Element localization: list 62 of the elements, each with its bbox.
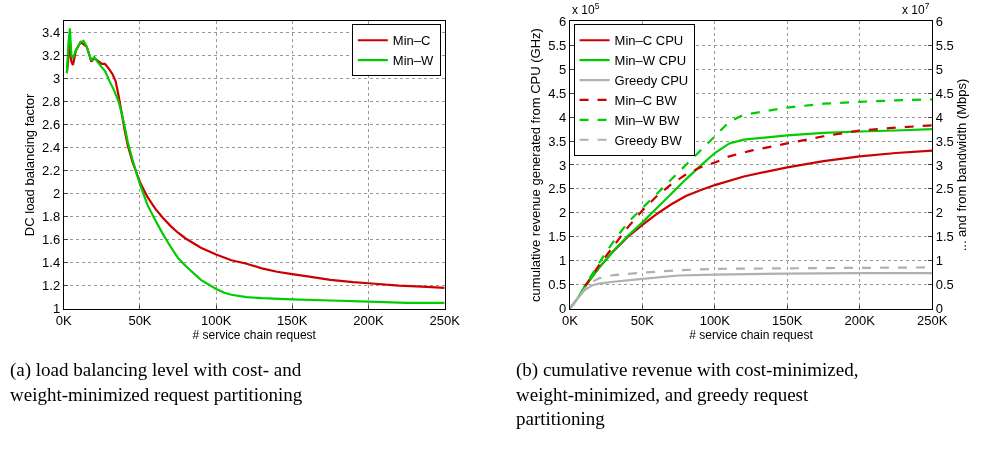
y2-tick-label: 4.5 (935, 85, 954, 101)
y-tick-label: 1.8 (42, 209, 61, 225)
y2-tick-label: 1 (935, 253, 944, 269)
y-tick-label: 6 (559, 13, 567, 29)
legend-label: Greedy CPU (614, 73, 689, 89)
y-tick-label: 2 (559, 205, 567, 221)
y-tick-label: 2.5 (548, 181, 567, 197)
legend-label: Greedy BW (614, 132, 683, 148)
y2-tick-label: 0.5 (935, 277, 954, 293)
x-tick-label: 100K (699, 313, 731, 329)
text: (a) load balancing level with cost- and weight-minimized request partitioning (10, 359, 303, 405)
x-tick-label: 250K (429, 313, 461, 329)
y2-tick-label: 2 (935, 205, 944, 221)
y-tick-label: 3 (52, 71, 61, 87)
y-tick-label: 5.5 (548, 37, 567, 53)
x-tick-label: 150K (772, 313, 803, 329)
legend-label: Min–C BW (614, 93, 678, 109)
y-tick-label: 3.4 (42, 25, 61, 41)
legend-label: Min–C (392, 33, 431, 49)
y-axis-title: cumulative revenue generated from CPU (GHz) (528, 28, 544, 302)
y-tick-label: 1 (559, 253, 567, 269)
legend-label: Min–C CPU (614, 33, 684, 49)
y2-tick-label: 3 (935, 157, 944, 173)
y-tick-label: 2.4 (42, 140, 61, 156)
y-tick-label: 4.5 (548, 85, 567, 101)
y-tick-label: 2.8 (42, 94, 61, 110)
text: x 10$^{7}$ (902, 1, 930, 18)
legend-label: Min–W BW (614, 112, 681, 128)
y-tick-label: 1.6 (42, 232, 61, 248)
y2-tick-label: 6 (935, 13, 944, 29)
y-tick-label: 2 (52, 186, 61, 202)
y-tick-label: 3.2 (42, 48, 61, 64)
y-tick-label: 4 (559, 109, 567, 125)
x-axis-title: # service chain request (192, 328, 317, 343)
y-tick-label: 0.5 (548, 277, 567, 293)
y-tick-label: 3.5 (548, 133, 567, 149)
y2-tick-label: 5.5 (935, 37, 954, 53)
y-tick-label: 3 (559, 157, 567, 173)
y-tick-label: 1.4 (42, 255, 61, 271)
y2-tick-label: 2.5 (935, 181, 954, 197)
y2-axis-title: ... and from bandwidth (Mbps) (954, 78, 970, 252)
legend-label: Min–W (392, 53, 434, 69)
y-tick-label: 2.6 (42, 117, 61, 133)
y2-tick-label: 5 (935, 61, 944, 77)
y-tick-label: 2.2 (42, 163, 61, 179)
y2-tick-label: 3.5 (935, 133, 954, 149)
x-tick-label: 200K (844, 313, 876, 329)
y-tick-label: 1.2 (42, 278, 61, 294)
text: x 10$^{5}$ (572, 1, 600, 18)
y2-tick-label: 1.5 (935, 229, 954, 245)
x-axis-title: # service chain request (689, 328, 814, 343)
y-tick-label: 5 (559, 61, 567, 77)
x-tick-label: 150K (277, 313, 308, 329)
y2-tick-label: 4 (935, 109, 944, 125)
y-axis-title: DC load balancing factor (22, 93, 38, 237)
x-tick-label: 50K (630, 313, 655, 329)
x-tick-label: 200K (353, 313, 384, 329)
x-tick-label: 100K (200, 313, 232, 329)
legend-label: Min–W CPU (614, 53, 687, 69)
x-tick-label: 50K (128, 313, 152, 329)
text: (b) cumulative revenue with cost-minimized, weight-minimized, and greedy request partitioning (516, 359, 859, 430)
y-tick-label: 1.5 (548, 229, 567, 245)
